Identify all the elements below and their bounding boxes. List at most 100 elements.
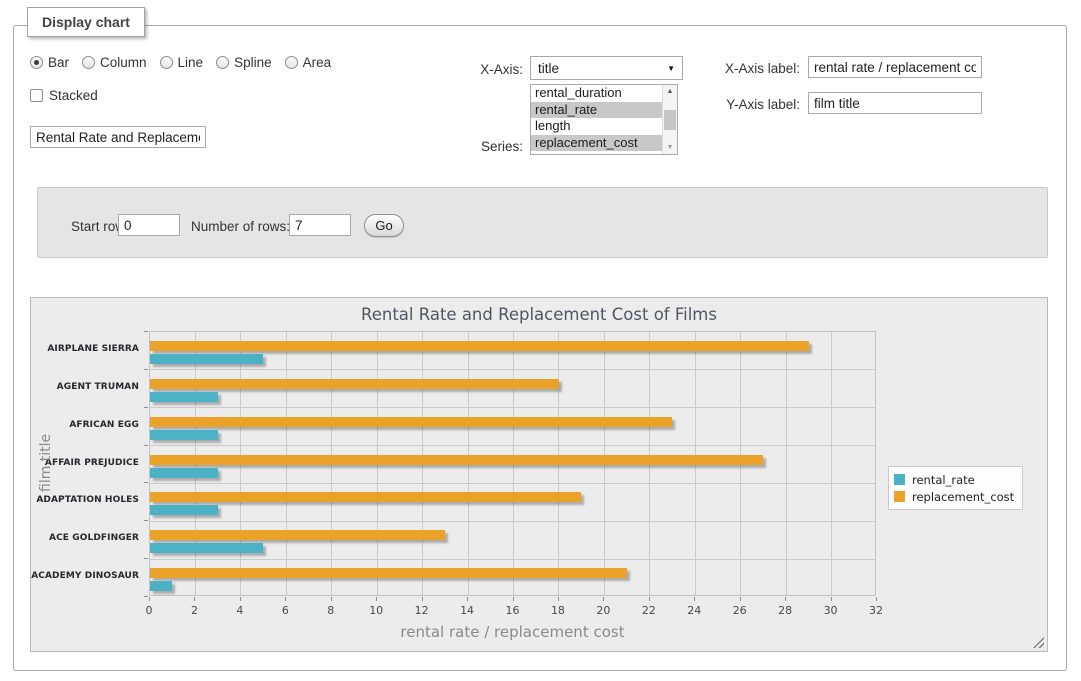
series-option-replacement_cost[interactable]: replacement_cost [531, 134, 662, 151]
stacked-option[interactable]: Stacked [30, 88, 98, 103]
chart-container: Rental Rate and Replacement Cost of Film… [30, 297, 1048, 652]
bar-replacement_cost-african-egg [150, 416, 673, 427]
x-tick-mark [467, 597, 469, 601]
legend-swatch-icon [894, 474, 905, 485]
legend-item-replacement_cost: replacement_cost [894, 488, 1014, 505]
y-tick-mark [144, 368, 148, 370]
x-tick-mark [785, 597, 787, 601]
gridline [150, 482, 875, 484]
scrollbar-thumb[interactable] [664, 110, 676, 130]
x-axis-select-value: title [538, 60, 560, 76]
chart-type-radio-group: Bar Column Line Spline Area [30, 55, 331, 70]
y-tick-mark [144, 331, 148, 332]
series-select-label: Series: [480, 139, 523, 154]
x-tick-mark [149, 597, 150, 601]
chart-type-option-bar[interactable]: Bar [30, 55, 69, 70]
gridline [785, 332, 787, 595]
series-option-length[interactable]: length [535, 118, 571, 133]
radio-icon[interactable] [159, 56, 173, 69]
x-tick-label: 2 [190, 604, 198, 617]
x-axis-label-input[interactable] [808, 56, 982, 78]
chart-title-input[interactable] [30, 126, 206, 148]
x-axis-select[interactable]: title ▼ [530, 56, 683, 80]
x-tick-mark [512, 597, 514, 601]
stacked-label: Stacked [49, 88, 98, 103]
bar-replacement_cost-airplane-sierra [150, 341, 809, 351]
listbox-scrollbar[interactable]: ▲ ▼ [662, 85, 677, 154]
x-tick-label: 16 [505, 604, 520, 617]
series-options: rental_duration rental_rate length replacem… [531, 85, 662, 154]
gridline [831, 332, 833, 595]
chart-type-option-line[interactable]: Line [159, 55, 204, 70]
chart-type-label: Line [177, 55, 204, 70]
x-tick-mark [239, 597, 241, 601]
x-axis-title: rental rate / replacement cost [400, 623, 625, 641]
chart-type-option-spline[interactable]: Spline [216, 55, 272, 70]
chart-type-label: Column [100, 55, 147, 70]
x-tick-mark [376, 597, 378, 601]
y-tick-mark [144, 406, 148, 408]
chart-type-label: Bar [48, 55, 70, 70]
bar-rental_rate-african-egg [150, 429, 218, 440]
x-tick-label: 20 [596, 604, 611, 617]
x-tick-label: 28 [778, 604, 793, 617]
y-tick-mark [144, 482, 148, 484]
y-axis-label-text: Y-Axis label: [726, 97, 800, 112]
chevron-down-icon: ▼ [667, 63, 675, 73]
bar-rental_rate-agent-truman [150, 391, 218, 402]
y-tick-mark [144, 558, 148, 560]
bar-replacement_cost-affair-prejudice [150, 454, 764, 465]
x-axis-label-text: X-Axis label: [724, 61, 800, 76]
x-tick-mark [421, 597, 423, 601]
resize-handle-icon[interactable] [1033, 637, 1044, 648]
x-tick-mark [648, 597, 650, 601]
x-tick-mark [694, 597, 696, 601]
x-tick-mark [739, 597, 741, 601]
x-tick-label: 10 [369, 604, 384, 617]
scroll-down-icon[interactable]: ▼ [666, 144, 674, 151]
y-axis-title: film title [38, 433, 54, 493]
radio-icon[interactable] [216, 56, 230, 69]
series-listbox[interactable]: rental_duration rental_rate length replacem… [530, 84, 678, 155]
series-option-rental_rate[interactable]: rental_rate [531, 101, 662, 118]
x-tick-label: 32 [869, 604, 883, 617]
radio-icon[interactable] [284, 56, 298, 69]
bar-replacement_cost-agent-truman [150, 378, 559, 389]
x-tick-label: 26 [732, 604, 747, 617]
start-row-input[interactable] [118, 214, 180, 236]
series-option-rental_duration[interactable]: rental_duration [535, 85, 622, 100]
bar-replacement_cost-academy-dinosaur [150, 568, 627, 579]
stacked-checkbox[interactable] [30, 89, 43, 102]
x-tick-label: 6 [281, 604, 289, 617]
num-rows-label: Number of rows: [191, 219, 291, 234]
chart-type-option-area[interactable]: Area [284, 55, 331, 70]
bar-rental_rate-academy-dinosaur [150, 581, 173, 592]
radio-icon[interactable] [30, 56, 43, 69]
y-category-label: ACADEMY DINOSAUR [31, 571, 139, 582]
x-tick-mark [876, 597, 877, 601]
gridline [150, 369, 875, 371]
gridline [150, 520, 875, 522]
x-tick-label: 30 [823, 604, 838, 617]
x-tick-label: 14 [460, 604, 475, 617]
bar-rental_rate-airplane-sierra [150, 354, 264, 364]
radio-icon[interactable] [82, 56, 96, 69]
legend-label: rental_rate [912, 472, 975, 487]
legend-label: replacement_cost [912, 489, 1015, 504]
go-button[interactable]: Go [364, 214, 404, 237]
gridline [150, 445, 875, 447]
start-row-label: Start row: [71, 219, 129, 234]
y-axis-label-input[interactable] [808, 92, 982, 114]
num-rows-input[interactable] [289, 214, 351, 236]
x-tick-mark [830, 597, 832, 601]
x-tick-label: 12 [414, 604, 429, 617]
y-tick-mark [144, 520, 148, 522]
scroll-up-icon[interactable]: ▲ [666, 88, 674, 95]
chart-type-option-column[interactable]: Column [82, 55, 147, 70]
x-tick-label: 24 [687, 604, 702, 617]
y-category-label: AFRICAN EGG [69, 419, 139, 430]
x-tick-label: 4 [236, 604, 244, 617]
x-tick-mark [603, 597, 605, 601]
panel-title: Display chart [27, 7, 145, 37]
